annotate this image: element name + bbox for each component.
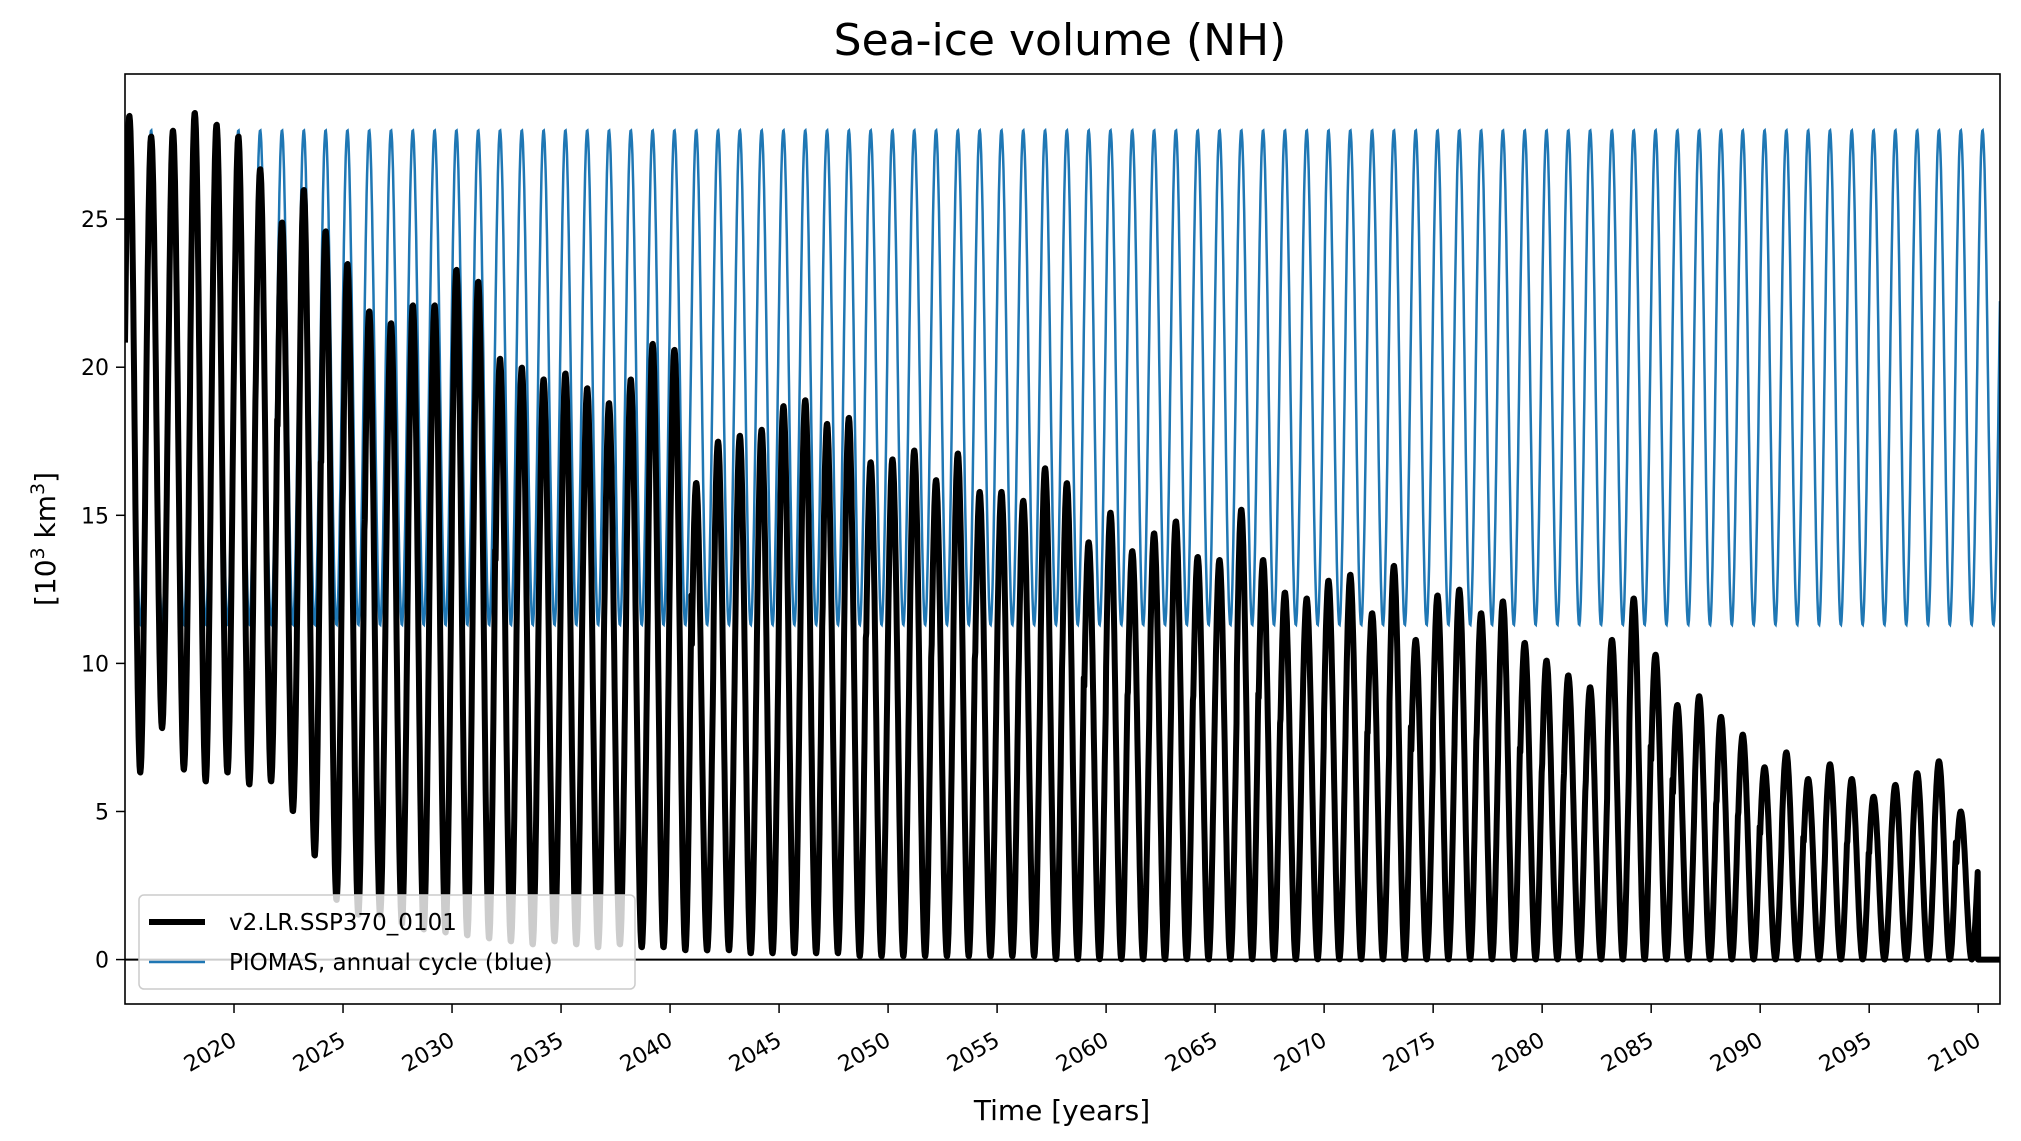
legend-label-model: v2.LR.SSP370_0101 <box>229 910 457 936</box>
y-axis-label-base: [10 <box>29 559 62 606</box>
legend: v2.LR.SSP370_0101 PIOMAS, annual cycle (… <box>138 894 636 990</box>
y-axis-label-sup: 3 <box>27 547 49 559</box>
y-tick-label: 25 <box>81 208 109 233</box>
y-axis-label: [103 km3] <box>27 472 62 606</box>
y-axis-label-close: ] <box>29 472 62 483</box>
series-line-piomas <box>125 127 2000 628</box>
chart-title: Sea-ice volume (NH) <box>834 15 1287 66</box>
y-axis-ticks: 0 5 10 15 20 25 <box>81 208 125 974</box>
y-tick-label: 0 <box>95 949 109 974</box>
legend-box <box>138 894 636 990</box>
x-axis-label: Time [years] <box>973 1094 1150 1127</box>
y-tick-label: 5 <box>95 800 109 825</box>
y-axis-label-sup2: 3 <box>27 483 49 495</box>
legend-label-piomas: PIOMAS, annual cycle (blue) <box>229 950 553 976</box>
y-tick-label: 15 <box>81 504 109 529</box>
y-tick-label: 20 <box>81 356 109 381</box>
series-line-model <box>125 110 2000 963</box>
y-axis-label-unit: km <box>29 495 62 547</box>
axes-frame <box>124 73 2001 1005</box>
y-tick-label: 10 <box>81 652 109 677</box>
